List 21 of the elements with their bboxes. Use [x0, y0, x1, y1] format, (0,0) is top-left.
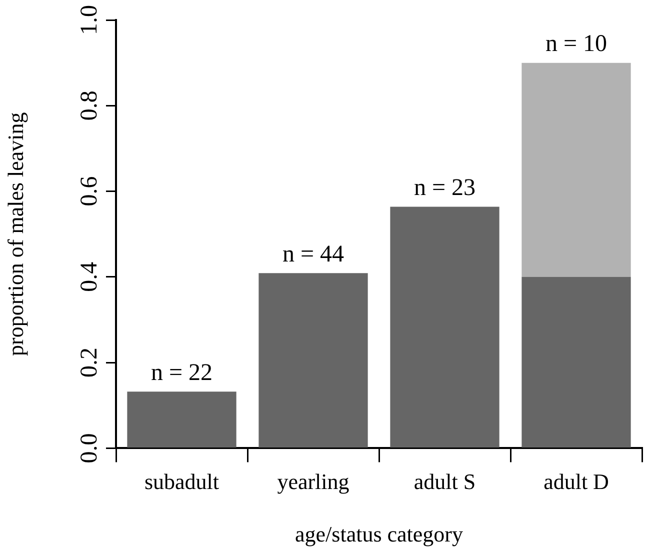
y-tick-label: 1.0	[76, 5, 102, 35]
y-tick-label: 0.0	[76, 433, 102, 464]
y-tick-label: 0.2	[76, 348, 102, 378]
bar	[522, 276, 631, 448]
annotation: n = 23	[414, 174, 476, 201]
annotation: n = 10	[545, 31, 608, 58]
annotation: n = 44	[282, 241, 344, 268]
x-tick-label: adult D	[544, 469, 609, 494]
bar	[522, 62, 631, 277]
x-tick-label: yearling	[277, 469, 350, 494]
y-tick-label: 0.4	[76, 262, 102, 292]
annotation: n = 22	[150, 360, 213, 386]
x-axis-title: age/status category	[295, 522, 463, 547]
y-tick-label: 0.6	[76, 176, 102, 206]
bar	[258, 273, 368, 448]
y-tick-label: 0.8	[76, 90, 102, 121]
bar	[127, 392, 236, 448]
y-axis-title: proportion of males leaving	[2, 112, 28, 356]
bar	[390, 206, 500, 448]
x-tick-label: adult S	[414, 469, 476, 494]
x-tick-label: subadult	[144, 469, 220, 494]
